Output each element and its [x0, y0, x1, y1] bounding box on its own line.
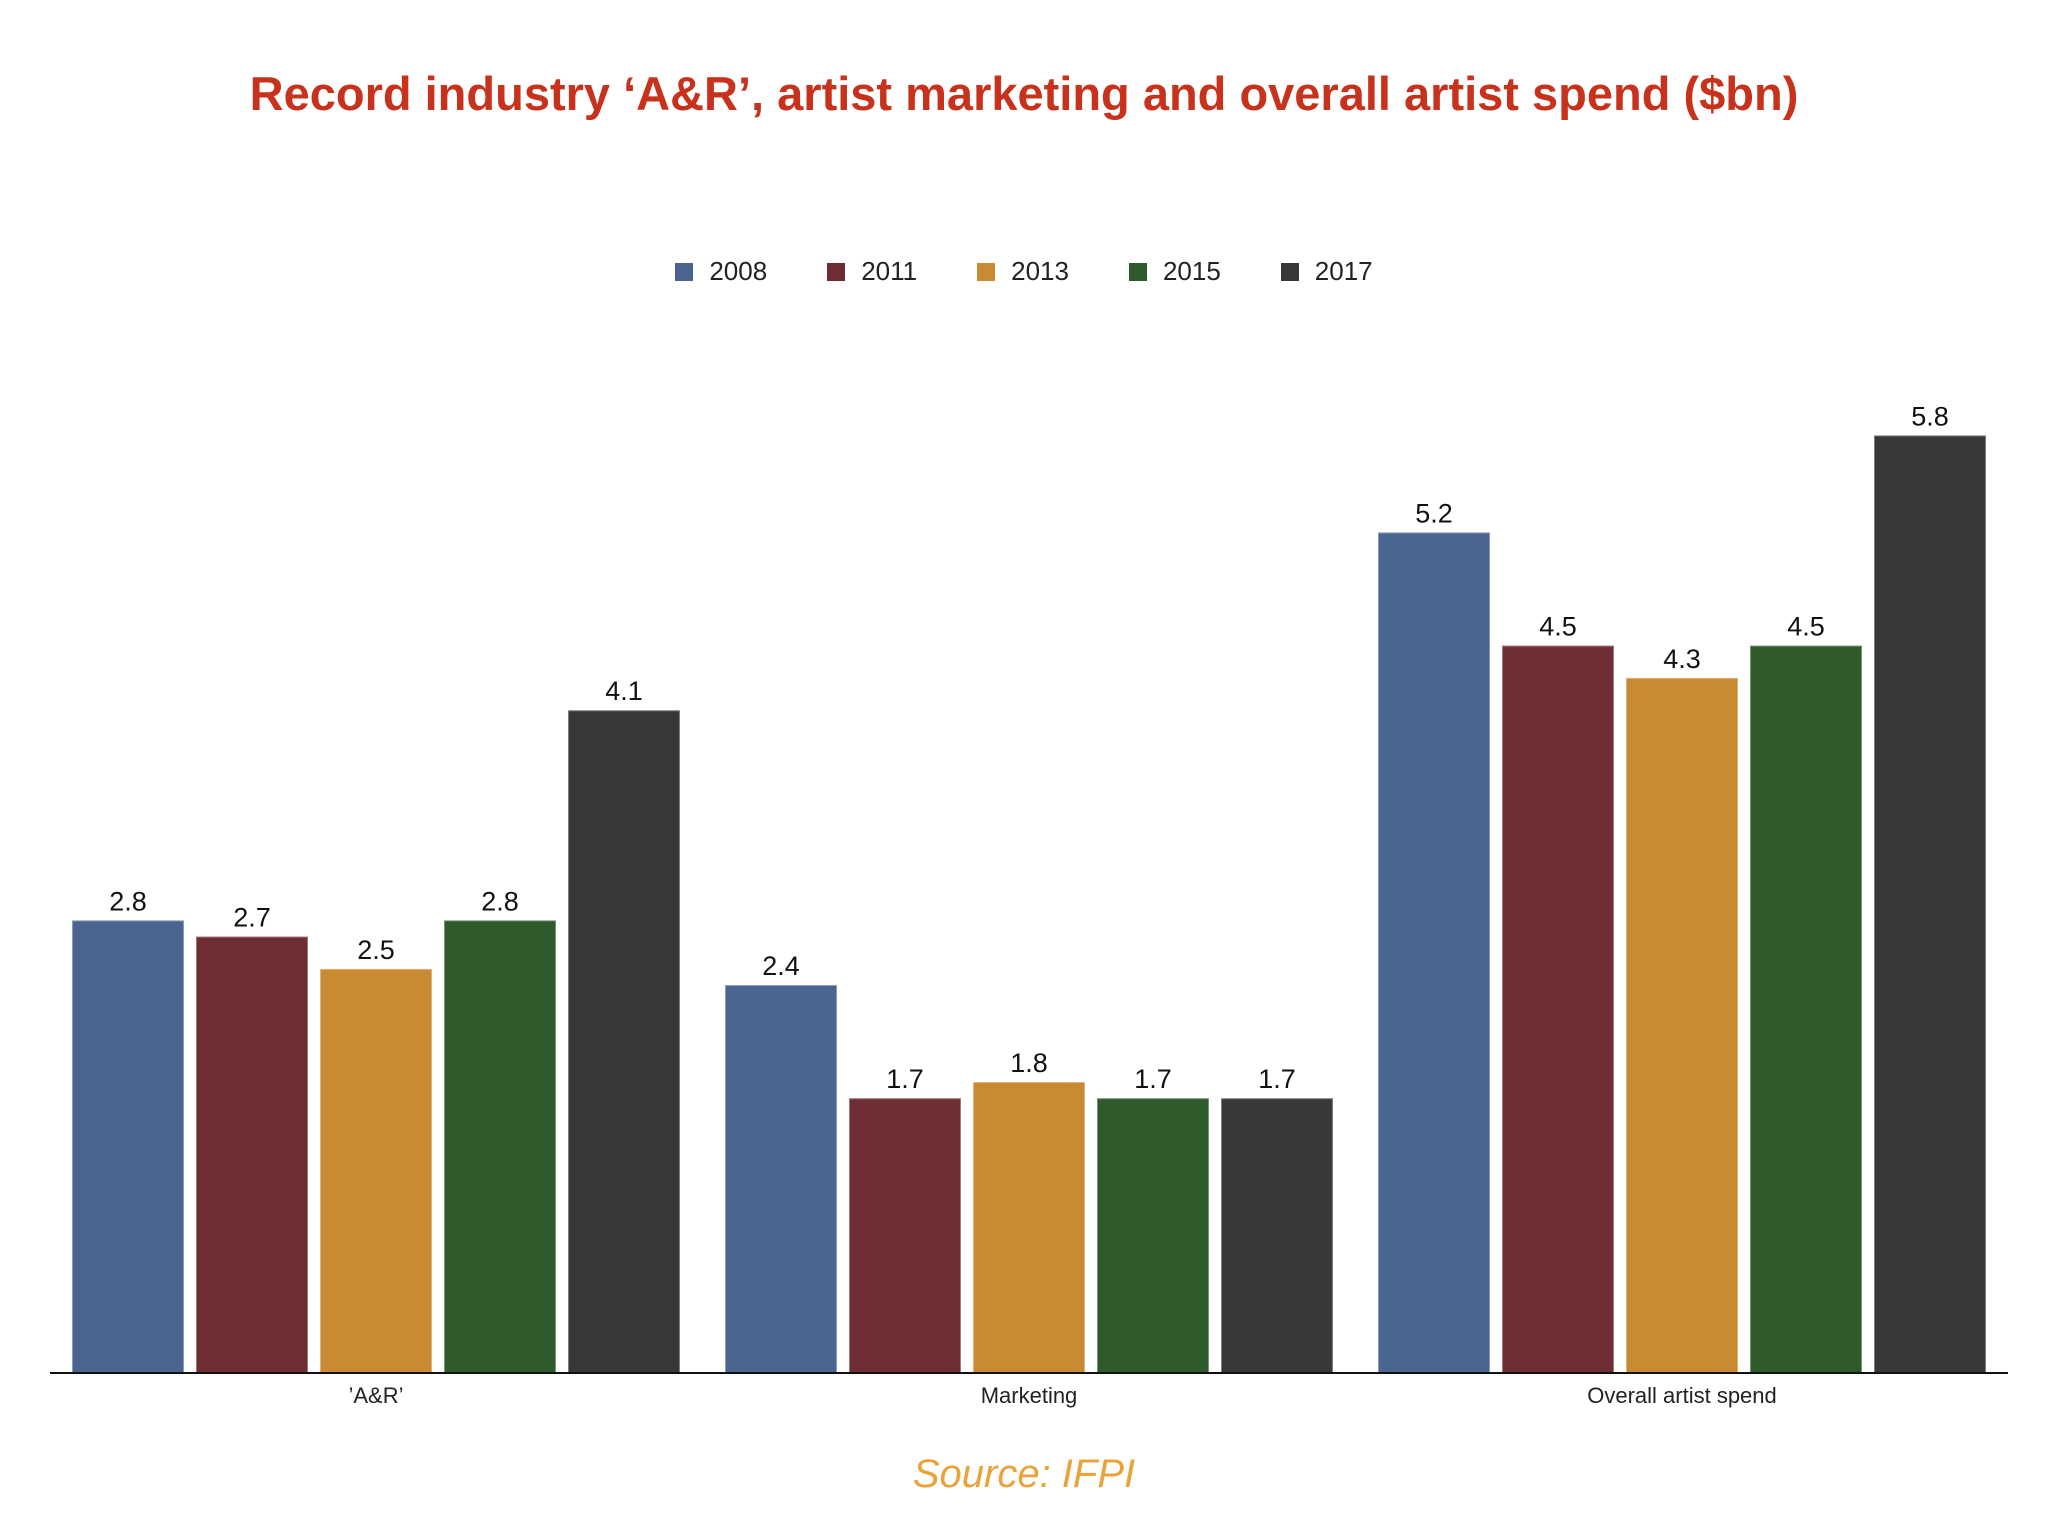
bar — [567, 709, 681, 1374]
legend-label: 2017 — [1314, 256, 1373, 286]
data-label: 2.5 — [357, 935, 395, 965]
legend-swatch — [1128, 262, 1147, 281]
legend-swatch — [827, 262, 846, 281]
data-label: 2.4 — [762, 951, 800, 981]
legend-swatch — [1280, 262, 1299, 281]
data-label: 1.7 — [1258, 1064, 1296, 1094]
bar — [1501, 644, 1615, 1374]
bar — [848, 1097, 962, 1374]
data-label: 2.8 — [481, 886, 519, 916]
legend-swatch — [675, 262, 694, 281]
bar — [1377, 531, 1491, 1374]
bar — [972, 1081, 1086, 1374]
x-tick-label: Overall artist spend — [1587, 1383, 1777, 1408]
bar — [443, 919, 557, 1374]
legend-label: 2013 — [1011, 256, 1069, 286]
bar — [71, 919, 185, 1374]
x-tick-labels-layer: ’A&R’ Marketing Overall artist spend — [348, 1383, 1776, 1408]
bar — [1220, 1097, 1334, 1374]
data-label: 4.5 — [1787, 612, 1825, 642]
legend-item: 2015 — [1128, 256, 1221, 287]
data-label: 1.7 — [886, 1064, 924, 1094]
bar — [319, 967, 433, 1375]
legend-item: 2017 — [1280, 256, 1373, 287]
chart-title: Record industry ‘A&R’, artist marketing … — [249, 67, 1799, 120]
data-label: 4.1 — [605, 676, 643, 706]
x-tick-label: ’A&R’ — [348, 1383, 403, 1408]
legend-item: 2013 — [977, 256, 1069, 287]
data-labels-layer: 2.8 2.7 2.5 2.8 4.1 2.4 1.7 1.8 1.7 1.7 5.2 4.5 4.3 4… — [109, 401, 1949, 1094]
data-label: 5.8 — [1911, 401, 1949, 431]
data-label: 1.8 — [1010, 1048, 1048, 1078]
data-label: 5.2 — [1415, 498, 1453, 528]
legend-label: 2011 — [861, 256, 918, 286]
legend-item: 2011 — [827, 256, 917, 287]
legend-label: 2015 — [1162, 256, 1221, 286]
legend-label: 2008 — [709, 256, 768, 286]
bar — [1873, 434, 1987, 1374]
legend-swatch — [977, 262, 996, 281]
data-label: 2.8 — [109, 886, 147, 916]
bar — [724, 984, 838, 1375]
bar — [1096, 1097, 1210, 1374]
chart-legend: 2008 2011 2013 2015 2017 — [0, 256, 2048, 287]
bar — [1749, 644, 1863, 1374]
data-label: 4.3 — [1663, 644, 1701, 674]
legend-item: 2008 — [675, 256, 767, 287]
bar — [1625, 676, 1739, 1374]
data-label: 1.7 — [1134, 1064, 1172, 1094]
data-label: 2.7 — [233, 903, 271, 933]
source-note: Source: IFPI — [912, 1452, 1136, 1496]
x-tick-label: Marketing — [981, 1383, 1078, 1408]
bars-layer — [71, 434, 1987, 1375]
bar — [195, 935, 309, 1374]
data-label: 4.5 — [1539, 612, 1577, 642]
